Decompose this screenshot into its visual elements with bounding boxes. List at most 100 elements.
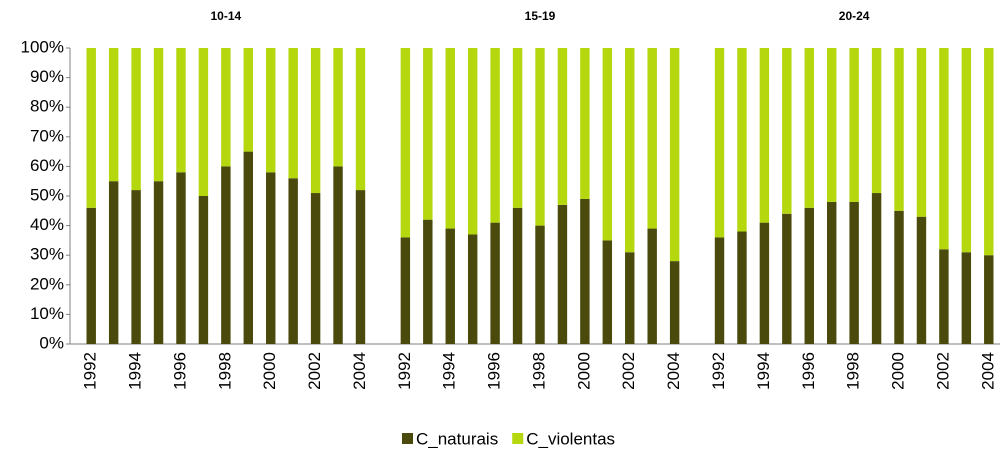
bar-segment xyxy=(580,198,590,344)
bar-segment xyxy=(826,48,837,202)
x-tick-label: 1992 xyxy=(709,352,728,390)
bar-segment xyxy=(602,240,613,344)
x-tick-label: 2004 xyxy=(978,352,997,390)
bar-segment xyxy=(243,151,254,344)
bar-segment xyxy=(961,252,972,344)
bar-segment xyxy=(669,48,680,262)
bar-segment xyxy=(333,48,343,167)
bar-segment xyxy=(984,255,994,344)
bar-segment xyxy=(310,193,321,344)
x-tick-label: 2002 xyxy=(305,352,324,390)
x-tick-label: 1996 xyxy=(799,352,818,390)
bar-segment xyxy=(490,222,500,344)
bar-segment xyxy=(86,207,96,344)
bar-segment xyxy=(647,48,657,229)
bar-segment xyxy=(714,48,725,238)
bar-segment xyxy=(355,48,366,191)
y-tick-label: 10% xyxy=(30,304,64,323)
x-tick-label: 2000 xyxy=(260,352,279,390)
legend-swatch xyxy=(402,433,413,444)
y-tick-label: 50% xyxy=(30,185,64,204)
bar-segment xyxy=(131,190,141,344)
legend-label: C_naturais xyxy=(416,429,498,448)
bar-segment xyxy=(333,166,343,344)
bar-segment xyxy=(782,213,792,344)
bar-segment xyxy=(737,48,747,232)
bar-segment xyxy=(557,48,568,205)
bar-segment xyxy=(221,166,231,344)
bar-segment xyxy=(512,48,523,208)
bar-segment xyxy=(266,48,276,173)
group-title: 15-19 xyxy=(525,9,556,23)
x-tick-label: 2000 xyxy=(574,352,593,390)
bar-segment xyxy=(423,219,433,344)
x-tick-label: 1998 xyxy=(529,352,548,390)
group-title: 20-24 xyxy=(839,9,870,23)
bar-segment xyxy=(400,237,411,344)
bar-segment xyxy=(669,261,680,344)
x-tick-label: 1994 xyxy=(126,352,145,390)
bar-segment xyxy=(849,48,859,202)
x-tick-label: 1998 xyxy=(215,352,234,390)
x-tick-label: 2004 xyxy=(664,352,683,390)
y-tick-label: 70% xyxy=(30,126,64,145)
legend-label: C_violentas xyxy=(526,429,615,448)
bar-segment xyxy=(984,48,994,256)
bar-segment xyxy=(759,48,770,223)
bar-segment xyxy=(916,216,927,344)
bar-segment xyxy=(445,48,455,229)
bar-segment xyxy=(535,225,545,344)
bar-segment xyxy=(423,48,433,220)
bar-segment xyxy=(467,234,478,344)
x-tick-label: 2000 xyxy=(889,352,908,390)
x-tick-label: 1998 xyxy=(844,352,863,390)
bar-segment xyxy=(221,48,231,167)
bar-segment xyxy=(804,207,814,344)
bar-segment xyxy=(288,178,298,344)
bar-segment xyxy=(512,207,523,344)
x-tick-label: 2002 xyxy=(619,352,638,390)
bar-segment xyxy=(153,181,164,344)
bar-segment xyxy=(288,48,298,179)
bar-segment xyxy=(894,48,904,211)
bar-segment xyxy=(625,48,635,253)
group-title: 10-14 xyxy=(211,9,242,23)
y-tick-label: 0% xyxy=(39,333,64,352)
bar-segment xyxy=(131,48,141,191)
bar-segment xyxy=(737,231,747,344)
bar-segment xyxy=(939,48,949,250)
bar-segment xyxy=(939,249,949,344)
bar-segment xyxy=(108,181,119,344)
x-tick-label: 1994 xyxy=(440,352,459,390)
bar-segment xyxy=(198,196,209,344)
bar-segment xyxy=(961,48,972,253)
y-tick-label: 60% xyxy=(30,156,64,175)
bar-segment xyxy=(535,48,545,226)
x-tick-label: 1994 xyxy=(754,352,773,390)
bar-segment xyxy=(647,228,657,344)
bar-segment xyxy=(400,48,411,238)
y-tick-label: 20% xyxy=(30,274,64,293)
bar-segment xyxy=(310,48,321,194)
bar-segment xyxy=(804,48,814,208)
bar-segment xyxy=(108,48,119,182)
y-tick-label: 40% xyxy=(30,215,64,234)
x-tick-label: 2004 xyxy=(350,352,369,390)
bar-segment xyxy=(198,48,209,196)
x-tick-label: 2002 xyxy=(933,352,952,390)
bar-segment xyxy=(826,201,837,344)
x-tick-label: 1996 xyxy=(170,352,189,390)
bar-segment xyxy=(153,48,164,182)
bar-segment xyxy=(176,48,186,173)
bar-segment xyxy=(467,48,478,235)
bar-segment xyxy=(849,201,859,344)
x-tick-label: 1996 xyxy=(485,352,504,390)
bar-segment xyxy=(714,237,725,344)
bar-segment xyxy=(355,190,366,344)
bar-segment xyxy=(916,48,927,217)
bar-segment xyxy=(490,48,500,223)
bar-segment xyxy=(266,172,276,344)
bar-segment xyxy=(580,48,590,199)
bar-segment xyxy=(445,228,455,344)
